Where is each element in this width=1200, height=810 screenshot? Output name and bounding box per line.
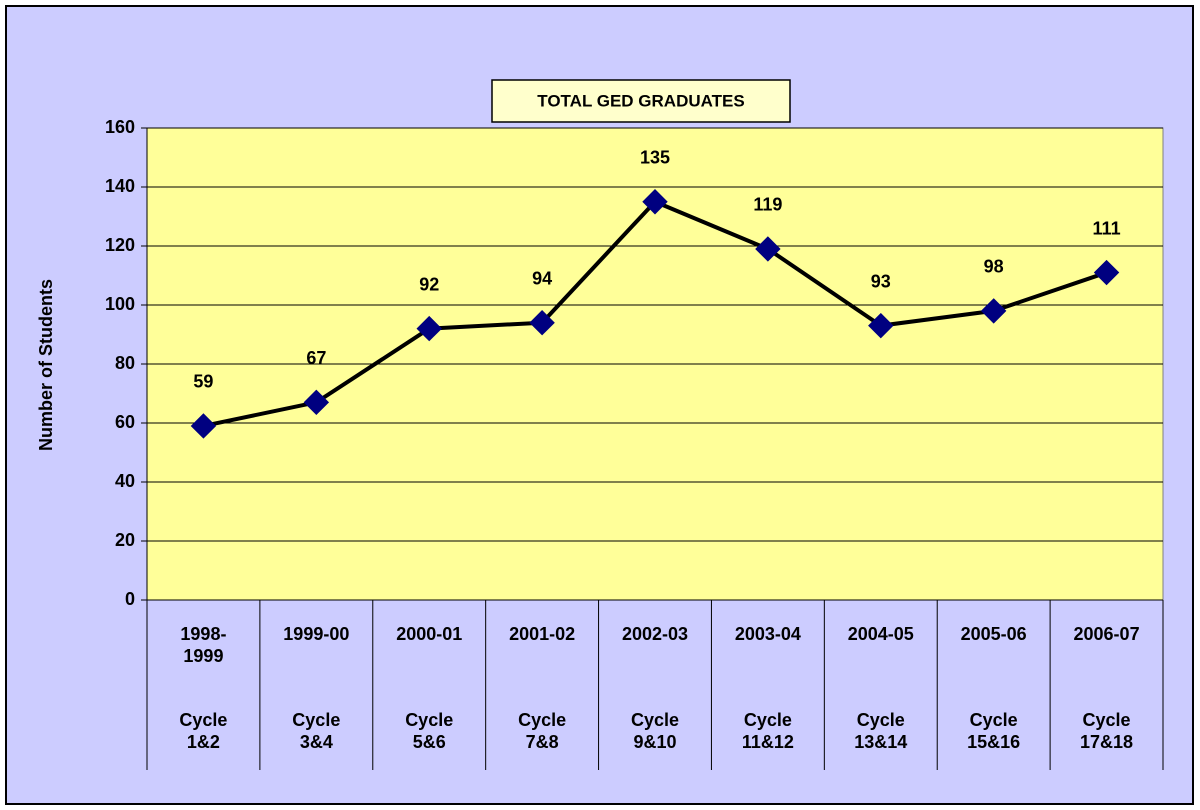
x-tick-sublabel: Cycle 9&10 [630,710,680,752]
x-tick-sublabel: Cycle 7&8 [518,710,567,752]
y-tick-label: 100 [105,294,135,314]
data-label: 92 [419,274,439,294]
x-tick-sublabel: Cycle 13&14 [854,710,908,752]
data-label: 119 [753,195,782,215]
y-tick-label: 80 [115,353,135,373]
data-label: 135 [640,148,670,168]
y-tick-label: 20 [115,530,135,550]
x-tick-sublabel: Cycle 11&12 [741,710,794,752]
data-label: 98 [984,257,1004,277]
x-tick-sublabel: Cycle 15&16 [967,710,1021,752]
x-tick-label: 2000-01 [396,624,463,644]
y-tick-label: 160 [105,117,135,137]
x-tick-sublabel: Cycle 3&4 [292,710,341,752]
x-tick-label: 2005-06 [960,624,1027,644]
x-tick-label: 2002-03 [621,624,689,644]
marker [755,236,781,262]
marker [190,413,217,439]
y-tick-label: 0 [125,589,135,609]
y-tick-label: 60 [115,412,135,432]
data-label: 93 [871,271,891,291]
y-tick-label: 40 [115,471,135,491]
data-label: 67 [306,348,326,368]
x-tick-label: 2001-02 [509,624,576,644]
marker [868,312,894,339]
marker [416,315,442,342]
x-tick-label: 1999-00 [283,624,350,644]
chart-title: TOTAL GED GRADUATES [537,91,744,110]
marker [642,189,668,215]
y-tick-label: 140 [105,176,135,196]
title-box [491,79,791,123]
marker [303,389,330,416]
y-tick-label: 120 [105,235,135,255]
marker [529,309,555,336]
x-tick-sublabel: Cycle 5&6 [405,710,454,752]
data-label: 111 [1093,218,1121,238]
y-axis-label: Number of Students [36,279,56,451]
x-tick-label: 1998-1999 [180,624,227,666]
marker [1093,259,1120,286]
x-tick-label: 2006-07 [1073,624,1140,644]
data-label: 94 [532,268,552,288]
data-label: 59 [193,372,213,392]
x-tick-sublabel: Cycle 1&2 [179,710,228,752]
x-tick-label: 2004-05 [847,624,914,644]
x-tick-label: 2003-04 [734,624,801,644]
x-tick-sublabel: Cycle 17&18 [1080,710,1134,752]
marker [980,298,1007,324]
